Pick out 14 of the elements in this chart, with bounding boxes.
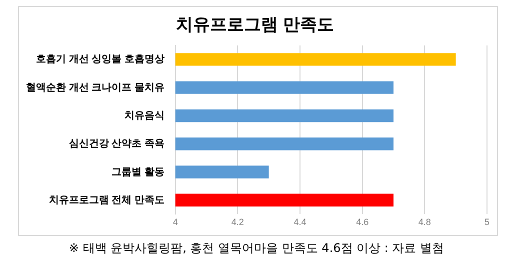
y-tick-label: 호흡기 개선 싱잉볼 호흡명상 [36, 54, 164, 66]
x-tick-label: 4.6 [356, 217, 369, 228]
x-tick-label: 4.8 [418, 217, 431, 228]
y-tick-label: 치유음식 [124, 110, 164, 122]
x-tick-label: 4.2 [231, 217, 244, 228]
chart-title: 치유프로그램 만족도 [176, 14, 334, 34]
y-tick-label: 혈액순환 개선 크나이프 물치유 [26, 82, 164, 94]
x-tick-label: 4.4 [294, 217, 306, 228]
y-tick-label: 그룹별 활동 [112, 166, 164, 178]
x-tick-label: 5 [484, 217, 490, 228]
text: ※ 태백 윤박사힐링팜, 홍천 열목어마을 만족도 4.6점 이상 : 자료 별첨 [68, 240, 446, 257]
x-tick-label: 4 [172, 217, 178, 228]
y-tick-label: 심신건강 산약초 족욕 [68, 138, 164, 150]
y-tick-label: 치유프로그램 전체 만족도 [48, 194, 164, 206]
